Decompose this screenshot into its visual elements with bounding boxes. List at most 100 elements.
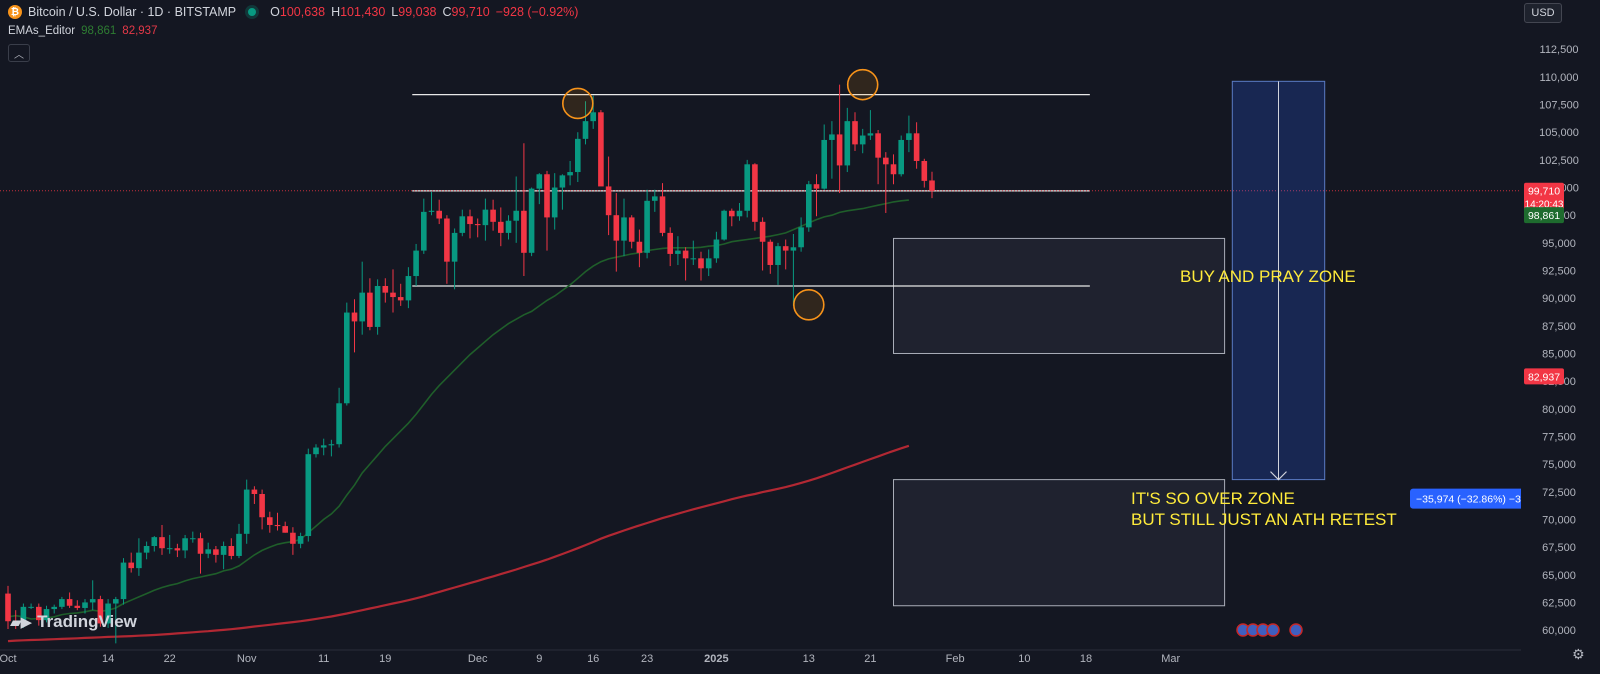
candle: [36, 603, 42, 626]
candle: [290, 527, 296, 555]
close-value: 99,710: [451, 5, 490, 19]
candle-body: [929, 180, 935, 191]
candle: [498, 207, 504, 247]
candle: [736, 203, 743, 221]
candle: [798, 217, 804, 252]
candle-body: [174, 548, 181, 551]
candle: [66, 592, 73, 608]
candle: [906, 115, 912, 153]
candle: [759, 217, 766, 271]
candle-body: [806, 184, 812, 228]
candle: [405, 267, 412, 309]
candle: [159, 524, 165, 555]
highlight-circle: [792, 289, 825, 321]
candle-body: [213, 549, 219, 555]
collapse-legend-button[interactable]: ︿: [8, 44, 30, 62]
candle-body: [313, 447, 319, 455]
time-tick-label: 11: [318, 653, 329, 665]
candle: [921, 158, 928, 188]
candle: [898, 135, 904, 177]
symbol-title[interactable]: Bitcoin / U.S. Dollar · 1D · BITSTAMP: [28, 5, 237, 19]
candle-body: [582, 121, 589, 139]
candle-body: [544, 174, 550, 218]
candle: [690, 240, 697, 265]
candle-body: [236, 533, 242, 556]
candle: [89, 580, 96, 611]
candle: [505, 215, 512, 240]
price-tick-label: 110,000: [1540, 72, 1579, 84]
candle-body: [482, 209, 489, 226]
high-label: H: [331, 5, 341, 19]
indicator-name[interactable]: EMAs_Editor: [8, 25, 76, 37]
candle-body: [436, 210, 442, 219]
indicator-legend[interactable]: EMAs_Editor 98,861 82,937: [8, 22, 157, 40]
countdown-tag: 14:20:43: [1525, 200, 1564, 211]
price-tick-label: 112,500: [1540, 44, 1579, 56]
price-tick-label: 85,000: [1542, 348, 1576, 360]
candle: [228, 538, 235, 560]
price-tick-label: 90,000: [1542, 293, 1576, 305]
candle: [397, 283, 404, 306]
candle-body: [513, 210, 519, 221]
candle: [713, 231, 720, 263]
candle: [313, 444, 319, 458]
buy-zone-label: BUY AND PRAY ZONE: [1180, 267, 1356, 286]
candle: [744, 159, 750, 218]
candle: [190, 531, 196, 543]
candle-body: [159, 537, 165, 549]
candle-body: [921, 160, 928, 181]
candle-body: [575, 138, 581, 173]
candle-body: [852, 121, 858, 145]
time-tick-label: 21: [864, 653, 876, 665]
candle-body: [667, 232, 673, 254]
candle-body: [59, 599, 65, 607]
candle: [113, 596, 119, 644]
candle-body: [367, 292, 373, 327]
candle-body: [659, 196, 666, 233]
candle: [613, 193, 620, 272]
low-label: L: [391, 5, 399, 19]
candle: [652, 189, 658, 212]
candle-body: [883, 157, 889, 165]
candle-body: [105, 603, 111, 624]
candle-body: [374, 286, 381, 327]
candle: [775, 242, 781, 285]
candle: [382, 278, 389, 303]
candle-body: [798, 227, 804, 248]
candle-body: [328, 444, 335, 446]
tradingview-logo[interactable]: ▰▶ TradingView: [10, 612, 137, 632]
candle-body: [351, 312, 358, 322]
currency-button[interactable]: USD: [1524, 3, 1562, 23]
candle-body: [89, 599, 96, 603]
candle-body: [5, 593, 11, 622]
candle: [474, 218, 481, 238]
candle: [813, 174, 820, 217]
candle-body: [297, 536, 304, 544]
candle-body: [190, 538, 196, 540]
open-label: O: [270, 5, 280, 19]
gear-icon[interactable]: ⚙: [1572, 646, 1585, 662]
candle-body: [51, 606, 57, 610]
candle: [821, 124, 827, 190]
candle: [5, 585, 11, 629]
candle-body: [729, 210, 735, 217]
price-tick-label: 70,000: [1542, 514, 1576, 526]
candle-body: [698, 258, 704, 269]
candle: [236, 523, 242, 559]
candle-body: [636, 241, 643, 253]
candle-body: [166, 548, 173, 550]
candle: [490, 199, 496, 231]
candle: [913, 122, 920, 169]
candle-body: [736, 210, 743, 217]
candle: [875, 130, 881, 185]
price-tick-label: 107,500: [1539, 100, 1579, 112]
last-price-tag-bg: [1524, 182, 1564, 213]
candle-body: [644, 200, 650, 253]
candle: [297, 532, 304, 549]
open-value: 100,638: [279, 5, 326, 19]
price-tick-label: 62,500: [1542, 597, 1576, 609]
candle: [12, 610, 19, 629]
time-tick-label: 9: [536, 653, 542, 665]
candle-body: [490, 209, 496, 222]
